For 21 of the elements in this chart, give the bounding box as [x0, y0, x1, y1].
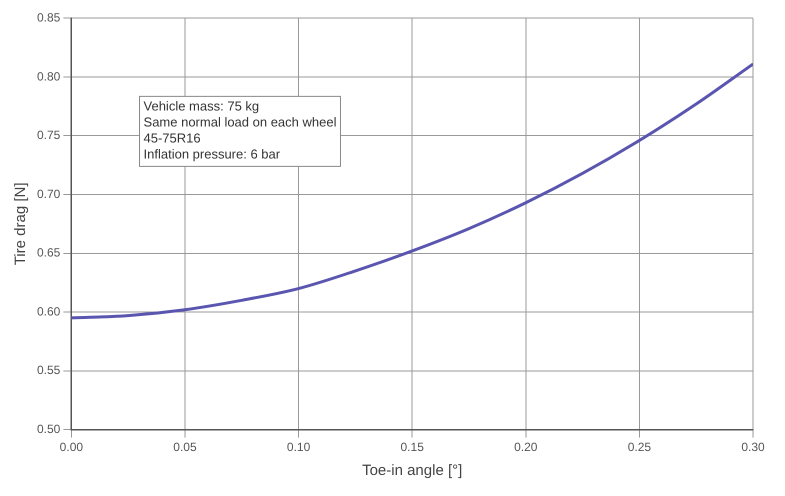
annotation: Same normal load on each wheel — [144, 114, 337, 130]
y-tick-label: 0.80 — [36, 69, 61, 84]
annotation: 45-75R16 — [144, 130, 201, 146]
y-tick-label: 0.70 — [36, 186, 61, 201]
annotation: Inflation pressure: 6 bar — [144, 146, 281, 162]
x-tick-label: 0.25 — [628, 440, 652, 454]
annotation: Vehicle mass: 75 kg — [144, 98, 260, 114]
y-tick-label: 0.60 — [36, 304, 61, 318]
x-tick-label: 0.10 — [286, 440, 311, 454]
y-tick-label: 0.55 — [36, 363, 61, 378]
x-tick-label: 0.00 — [60, 440, 84, 454]
x-tick-label: 0.15 — [400, 440, 424, 454]
y-axis-title: Tire drag [N] — [12, 182, 30, 266]
y-tick-label: 0.75 — [36, 128, 61, 142]
y-tick-label: 0.85 — [36, 10, 61, 25]
x-tick-label: 0.30 — [741, 440, 765, 454]
x-tick-label: 0.05 — [173, 440, 197, 454]
x-axis-title: Toe-in angle [°] — [362, 462, 462, 480]
y-tick-label: 0.50 — [36, 422, 61, 436]
y-tick-label: 0.65 — [36, 246, 61, 260]
x-tick-label: 0.20 — [514, 440, 538, 454]
